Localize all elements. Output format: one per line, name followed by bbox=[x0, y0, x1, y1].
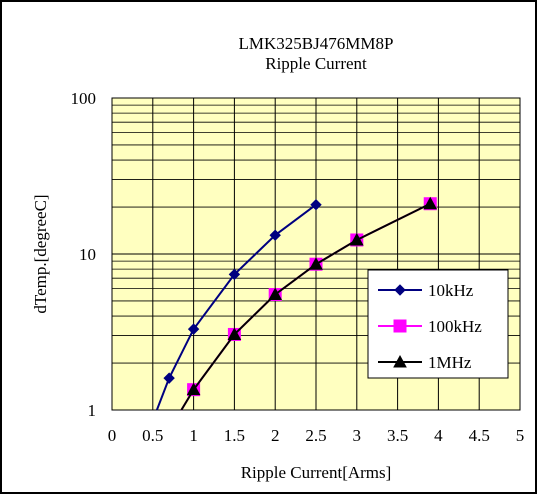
series-1MHz bbox=[180, 196, 438, 411]
data-point bbox=[268, 287, 283, 301]
data-point bbox=[310, 199, 322, 211]
legend-entry: 100kHz bbox=[378, 317, 482, 336]
data-point bbox=[228, 268, 241, 281]
x-tick-label: 5 bbox=[516, 426, 525, 445]
x-tick-label: 2 bbox=[271, 426, 280, 445]
x-tick-label: 2.5 bbox=[305, 426, 326, 445]
data-point bbox=[423, 196, 438, 210]
legend-label: 10kHz bbox=[428, 281, 474, 300]
data-point bbox=[309, 257, 323, 270]
x-tick-label: 4.5 bbox=[469, 426, 490, 445]
y-tick-label: 10 bbox=[79, 245, 96, 264]
x-tick-label: 4 bbox=[434, 426, 443, 445]
x-tick-label: 0.5 bbox=[142, 426, 163, 445]
series-10kHz bbox=[155, 199, 322, 411]
legend-marker bbox=[394, 284, 406, 296]
data-point bbox=[227, 327, 242, 340]
chart-subtitle: Ripple Current bbox=[265, 54, 367, 73]
legend-entry: 10kHz bbox=[378, 281, 474, 300]
x-axis-label: Ripple Current[Arms] bbox=[241, 463, 392, 482]
data-point bbox=[269, 229, 281, 241]
x-tick-label: 0 bbox=[108, 426, 117, 445]
data-point bbox=[186, 382, 201, 396]
legend-marker bbox=[393, 319, 407, 333]
y-tick-label: 1 bbox=[88, 401, 97, 420]
series bbox=[155, 196, 438, 411]
chart-title: LMK325BJ476MM8P bbox=[239, 34, 394, 53]
x-tick-label: 1 bbox=[189, 426, 198, 445]
series-line bbox=[155, 203, 317, 411]
legend-box bbox=[367, 269, 509, 379]
plot-border bbox=[111, 97, 521, 411]
legend-label: 100kHz bbox=[428, 317, 482, 336]
legend-entry: 1MHz bbox=[378, 353, 472, 372]
data-point bbox=[187, 323, 200, 335]
data-point bbox=[163, 372, 175, 384]
x-tick-label: 3 bbox=[353, 426, 362, 445]
legend-label: 1MHz bbox=[428, 353, 472, 372]
data-point bbox=[349, 232, 364, 246]
x-tick-label: 3.5 bbox=[387, 426, 408, 445]
y-tick-label: 100 bbox=[71, 89, 97, 108]
y-axis-label: dTemp.[degreeC] bbox=[31, 194, 50, 313]
legend: 10kHz 100kHz 1MHz bbox=[367, 269, 509, 379]
tick-labels: 0 0.5 1 1.5 2 2.5 3 3.5 4 4.5 5 1 10 100 bbox=[71, 89, 525, 445]
x-tick-label: 1.5 bbox=[224, 426, 245, 445]
legend-marker bbox=[393, 354, 407, 368]
